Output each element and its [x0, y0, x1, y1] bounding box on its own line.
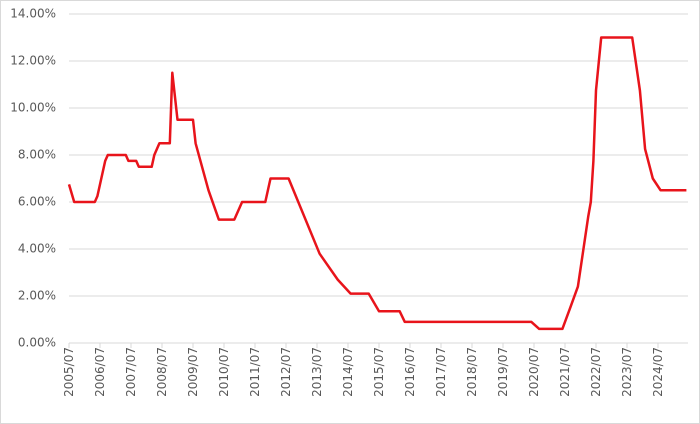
x-tick-label: 2019/07: [496, 347, 510, 397]
y-tick-label: 4.00%: [18, 242, 56, 256]
x-tick-label: 2010/07: [217, 347, 231, 397]
x-tick-label: 2021/07: [558, 347, 572, 397]
y-tick-label: 12.00%: [10, 54, 56, 68]
x-tick-label: 2015/07: [372, 347, 386, 397]
x-tick-label: 2008/07: [155, 347, 169, 397]
x-tick-label: 2014/07: [341, 347, 355, 397]
x-tick-label: 2023/07: [620, 347, 634, 397]
x-tick-label: 2022/07: [589, 347, 603, 397]
x-tick-label: 2016/07: [403, 347, 417, 397]
x-tick-label: 2011/07: [248, 347, 262, 397]
x-tick-label: 2009/07: [186, 347, 200, 397]
x-tick-label: 2018/07: [465, 347, 479, 397]
y-tick-label: 0.00%: [18, 336, 56, 350]
x-tick-label: 2007/07: [124, 347, 138, 397]
y-tick-label: 8.00%: [18, 148, 56, 162]
x-tick-label: 2024/07: [651, 347, 665, 397]
y-tick-label: 14.00%: [10, 7, 56, 21]
x-tick-label: 2017/07: [434, 347, 448, 397]
x-tick-label: 2012/07: [279, 347, 293, 397]
x-tick-label: 2020/07: [527, 347, 541, 397]
data-line: [67, 36, 687, 331]
y-tick-label: 6.00%: [18, 195, 56, 209]
x-tick-label: 2013/07: [310, 347, 324, 397]
y-tick-label: 2.00%: [18, 289, 56, 303]
x-tick-label: 2005/07: [62, 347, 76, 397]
y-tick-label: 10.00%: [10, 101, 56, 115]
x-tick-label: 2006/07: [93, 347, 107, 397]
